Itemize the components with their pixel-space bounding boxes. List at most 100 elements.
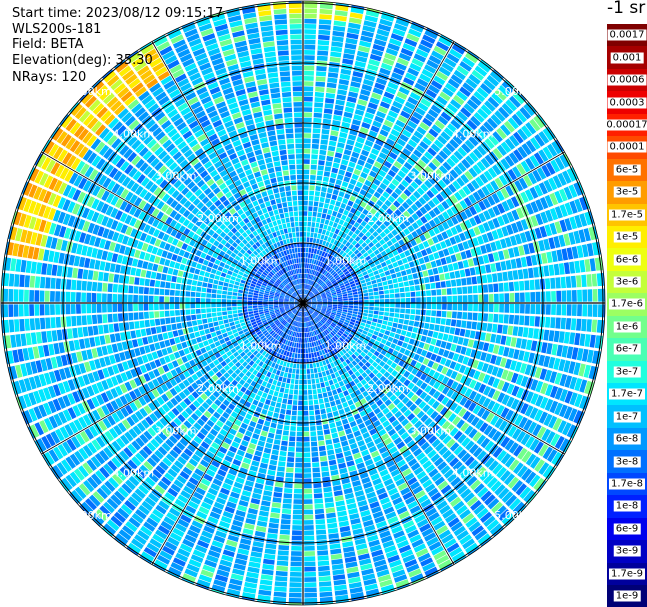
- data-cell: [304, 566, 316, 572]
- data-cell: [462, 410, 471, 421]
- data-cell: [407, 500, 419, 510]
- data-cell: [417, 494, 429, 504]
- data-cell: [375, 364, 383, 371]
- data-cell: [419, 456, 429, 465]
- data-cell: [117, 284, 124, 293]
- data-cell: [299, 374, 303, 380]
- data-cell: [399, 347, 406, 354]
- data-cell: [563, 406, 573, 420]
- data-cell: [330, 344, 336, 350]
- data-cell: [282, 430, 289, 436]
- data-cell: [464, 329, 471, 338]
- data-cell: [394, 423, 403, 432]
- data-cell: [372, 361, 379, 368]
- data-cell: [389, 394, 397, 402]
- data-cell: [444, 326, 451, 334]
- data-cell: [20, 163, 30, 178]
- data-cell: [316, 545, 328, 551]
- data-cell: [304, 530, 314, 536]
- data-cell: [361, 319, 367, 323]
- data-cell: [337, 310, 342, 314]
- data-cell: [313, 312, 318, 317]
- data-cell: [588, 365, 596, 380]
- data-cell: [240, 602, 254, 605]
- data-cell: [543, 413, 553, 427]
- data-cell: [449, 457, 460, 468]
- data-cell: [333, 335, 339, 341]
- data-cell: [348, 303, 354, 306]
- data-cell: [284, 482, 293, 489]
- data-cell: [311, 305, 317, 308]
- data-cell: [336, 312, 342, 316]
- data-cell: [368, 379, 375, 387]
- data-cell: [503, 314, 509, 324]
- data-cell: [320, 312, 325, 315]
- data-cell: [415, 548, 429, 558]
- data-cell: [438, 529, 451, 540]
- data-cell: [292, 400, 298, 405]
- data-cell: [138, 312, 144, 320]
- data-cell: [211, 293, 217, 298]
- data-cell: [308, 389, 313, 395]
- data-cell: [480, 332, 486, 341]
- data-cell: [381, 501, 393, 510]
- data-cell: [400, 308, 405, 314]
- data-cell: [428, 541, 442, 551]
- data-cell: [380, 338, 387, 345]
- data-cell: [399, 445, 409, 454]
- data-cell: [197, 281, 203, 287]
- data-cell: [331, 312, 336, 316]
- data-cell: [432, 390, 441, 400]
- data-cell: [342, 309, 348, 313]
- data-cell: [459, 396, 468, 406]
- data-cell: [295, 452, 303, 458]
- data-cell: [534, 409, 544, 422]
- data-cell: [414, 420, 423, 429]
- data-cell: [169, 303, 175, 310]
- data-cell: [159, 311, 165, 318]
- data-cell: [315, 308, 321, 312]
- data-cell: [326, 334, 332, 340]
- data-cell: [191, 280, 198, 286]
- data-cell: [420, 414, 429, 423]
- data-cell: [440, 406, 449, 416]
- data-cell: [486, 519, 500, 532]
- data-cell: [353, 303, 359, 306]
- data-cell: [356, 331, 362, 336]
- data-cell: [289, 587, 302, 593]
- data-cell: [293, 389, 298, 395]
- data-cell: [353, 308, 359, 312]
- data-cell: [411, 385, 419, 393]
- data-cell: [387, 366, 394, 374]
- data-cell: [407, 382, 415, 390]
- data-cell: [518, 416, 528, 429]
- data-cell: [420, 309, 426, 316]
- data-cell: [313, 488, 322, 494]
- data-cell: [441, 376, 450, 385]
- data-cell: [322, 317, 327, 322]
- data-cell: [297, 353, 301, 359]
- data-cell: [515, 374, 524, 386]
- data-cell: [569, 332, 576, 345]
- data-cell: [385, 460, 395, 468]
- data-cell: [3, 208, 12, 223]
- data-cell: [277, 555, 289, 561]
- data-cell: [516, 430, 526, 443]
- data-cell: [407, 413, 416, 421]
- data-cell: [500, 357, 507, 368]
- data-cell: [472, 404, 482, 415]
- data-cell: [325, 312, 331, 315]
- data-cell: [405, 308, 411, 314]
- data-cell: [371, 432, 380, 441]
- data-cell: [372, 318, 378, 323]
- data-cell: [469, 330, 476, 339]
- data-cell: [34, 304, 40, 316]
- data-cell: [144, 278, 150, 287]
- data-cell: [538, 462, 550, 475]
- data-cell: [491, 501, 503, 514]
- data-cell: [407, 373, 415, 381]
- data-cell: [579, 333, 586, 347]
- data-cell: [325, 335, 330, 341]
- data-cell: [311, 314, 315, 319]
- data-cell: [424, 532, 437, 542]
